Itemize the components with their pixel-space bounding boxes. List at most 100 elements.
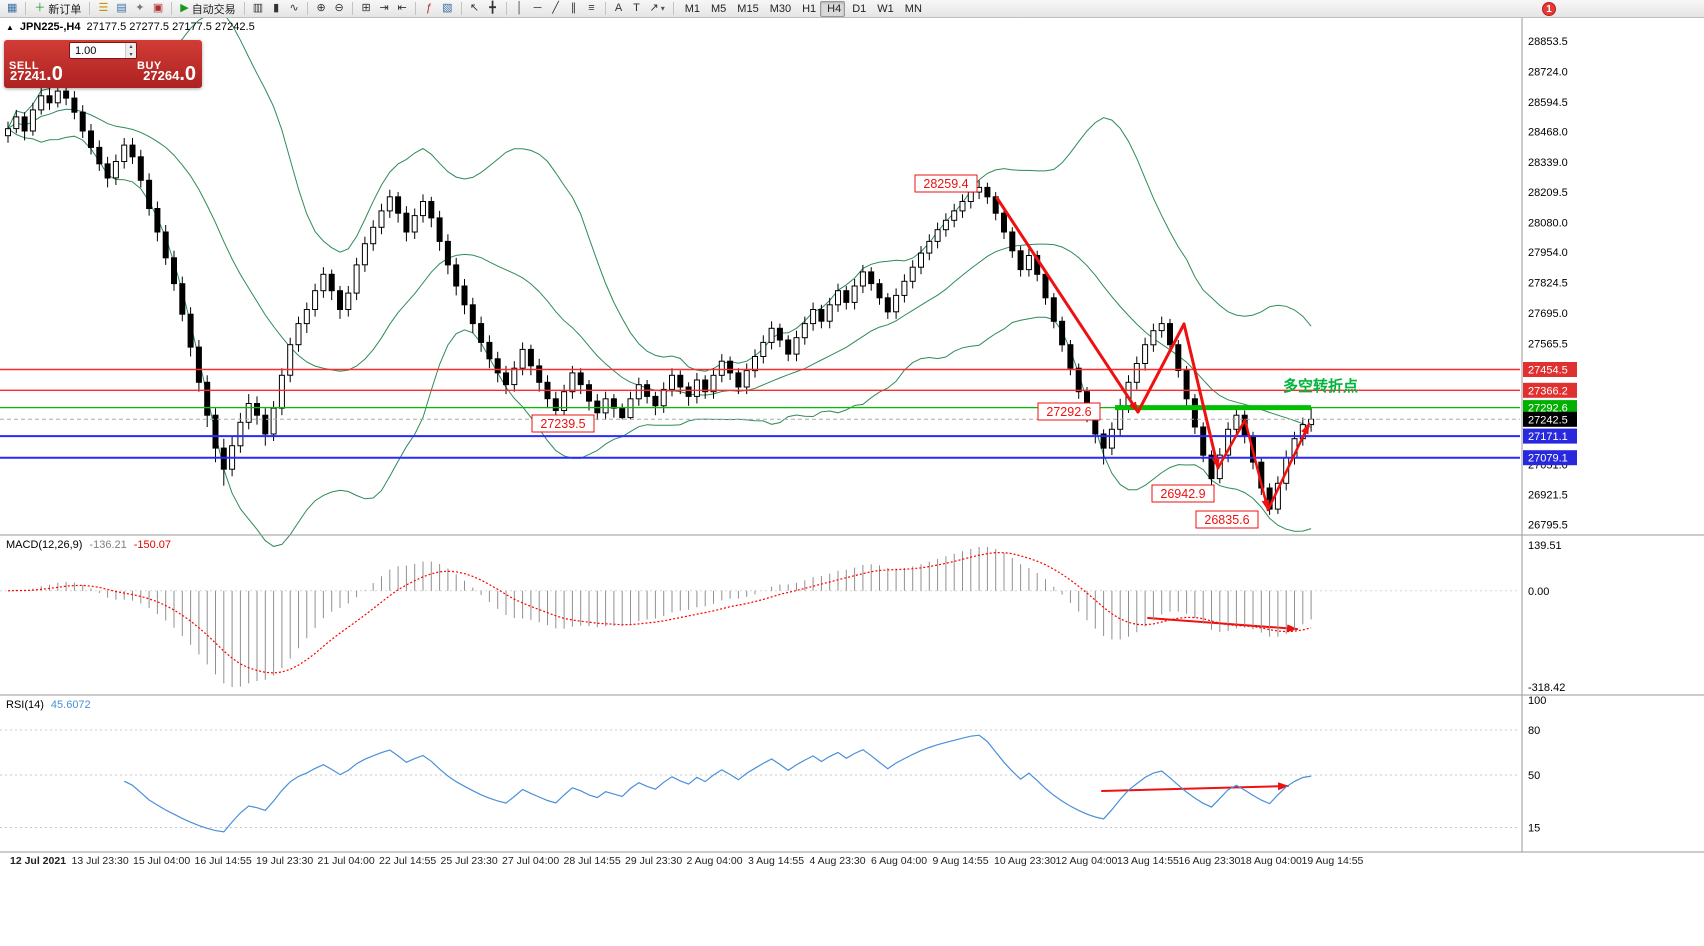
- toolbar-separator: [352, 2, 354, 15]
- horizontal-lines[interactable]: [0, 368, 1520, 459]
- text-label-icon: T: [633, 2, 640, 14]
- macd-value-signal: -150.07: [133, 539, 172, 551]
- new-chart-button[interactable]: ▦: [3, 1, 21, 17]
- cursor-button[interactable]: ↖: [466, 1, 484, 17]
- candlestick-chart-icon: ▮: [273, 2, 280, 14]
- toolbar-separator: [672, 2, 674, 15]
- vertical-line-button[interactable]: │: [511, 1, 529, 17]
- auto-scroll-button[interactable]: ⇥: [375, 1, 393, 17]
- data-window-button[interactable]: ▤: [112, 1, 130, 17]
- volume-increase-button[interactable]: ▴: [126, 43, 136, 51]
- timeframe-m5-button[interactable]: M5: [704, 1, 730, 17]
- svg-text:13 Aug 14:55: 13 Aug 14:55: [1117, 855, 1179, 867]
- sell-label: SELL: [9, 59, 40, 72]
- templates-button[interactable]: ▧: [438, 1, 456, 17]
- timeframe-h4-button[interactable]: H4: [820, 0, 846, 17]
- text-label-button[interactable]: T: [628, 1, 646, 17]
- timeframe-h1-button[interactable]: H1: [795, 1, 820, 17]
- svg-text:12 Aug 04:00: 12 Aug 04:00: [1056, 855, 1118, 867]
- timeframe-h1-label: H1: [802, 2, 817, 15]
- svg-text:28 Jul 14:55: 28 Jul 14:55: [564, 855, 621, 867]
- rsi-indicator-label: RSI(14) 45.6072: [6, 699, 91, 711]
- macd-title: MACD(12,26,9): [6, 539, 83, 551]
- svg-text:28724.0: 28724.0: [1528, 66, 1568, 78]
- arrows-tool-button[interactable]: ↗ ▾: [646, 1, 669, 17]
- navigator-button[interactable]: ✦: [131, 1, 149, 17]
- sell-price: 27241.0: [10, 63, 63, 85]
- zoom-in-button[interactable]: ⊕: [312, 1, 330, 17]
- svg-text:27292.6: 27292.6: [1528, 403, 1568, 415]
- new-order-icon: ＋: [34, 2, 46, 14]
- market-watch-button[interactable]: ☰: [94, 1, 112, 17]
- tile-windows-button[interactable]: ⊞: [357, 1, 375, 17]
- fibonacci-icon: ≡: [588, 2, 595, 14]
- candlestick-chart-button[interactable]: ▮: [267, 1, 285, 17]
- crosshair-button[interactable]: ╋: [484, 1, 502, 17]
- channel-button[interactable]: ∥: [565, 1, 583, 17]
- svg-text:4 Aug 23:30: 4 Aug 23:30: [810, 855, 866, 867]
- notification-badge[interactable]: 1: [1542, 2, 1556, 16]
- rsi-value: 45.6072: [50, 699, 91, 711]
- toolbar-separator: [460, 2, 462, 15]
- svg-text:2 Aug 04:00: 2 Aug 04:00: [687, 855, 743, 867]
- toolbar-items: ▦ ＋新订单 ☰ ▤ ✦ ▣ ▶ 自动交易 ▥ ▮ ∿ ⊕ ⊖ ⊞ ⇥ ⇤ ƒ ▧ ↖ ╋ │ ─ ╱ ∥ ≡ A T ↗ ▾ M1 M5 M…: [3, 0, 926, 17]
- horizontal-line-button[interactable]: ─: [529, 1, 547, 17]
- zoom-out-button[interactable]: ⊖: [330, 1, 348, 17]
- trend-arrows[interactable]: [995, 196, 1311, 792]
- text-button[interactable]: A: [610, 1, 628, 17]
- svg-text:29 Jul 23:30: 29 Jul 23:30: [625, 855, 682, 867]
- fibonacci-button[interactable]: ≡: [583, 1, 601, 17]
- svg-text:16 Jul 14:55: 16 Jul 14:55: [195, 855, 252, 867]
- turning-point-annotation[interactable]: 多空转折点: [1283, 378, 1359, 395]
- svg-text:100: 100: [1528, 695, 1546, 707]
- svg-text:27695.0: 27695.0: [1528, 308, 1568, 320]
- chart-shift-button[interactable]: ⇤: [393, 1, 411, 17]
- line-chart-icon: ∿: [289, 2, 299, 14]
- timeframe-d1-button[interactable]: D1: [845, 1, 870, 17]
- panel-separators[interactable]: [0, 534, 1704, 853]
- channel-icon: ∥: [570, 2, 577, 14]
- indicators-button[interactable]: ƒ: [420, 1, 438, 17]
- timeframe-m15-button[interactable]: M15: [730, 1, 762, 17]
- sell-button[interactable]: SELL 27241.0: [4, 40, 74, 88]
- timeframe-mn-button[interactable]: MN: [898, 1, 926, 17]
- buy-price: 27264.0: [143, 63, 196, 85]
- line-chart-button[interactable]: ∿: [285, 1, 303, 17]
- buy-button[interactable]: BUY 27264.0: [132, 40, 202, 88]
- svg-text:3 Aug 14:55: 3 Aug 14:55: [748, 855, 804, 867]
- svg-text:0.00: 0.00: [1528, 586, 1549, 598]
- tile-windows-icon: ⊞: [361, 2, 371, 14]
- toolbar-separator: [89, 2, 91, 15]
- collapse-one-click-icon[interactable]: ▲: [6, 22, 14, 32]
- volume-input[interactable]: [70, 44, 125, 57]
- svg-text:12 Jul 2021: 12 Jul 2021: [10, 855, 66, 867]
- new-order-button[interactable]: ＋新订单: [30, 1, 85, 17]
- time-axis[interactable]: 12 Jul 2021 13 Jul 23:30 15 Jul 04:00 16 Ju…: [10, 855, 1364, 867]
- horizontal-line-icon: ─: [533, 2, 542, 14]
- svg-text:27824.5: 27824.5: [1528, 278, 1568, 290]
- price-callouts[interactable]: 28259.4 27292.6 27239.5 26942.9 26835.6: [531, 174, 1259, 529]
- toolbar-separator: [505, 2, 507, 15]
- timeframe-w1-button[interactable]: W1: [870, 1, 898, 17]
- trendline-button[interactable]: ╱: [547, 1, 565, 17]
- macd-value-main: -136.21: [89, 539, 127, 551]
- text-icon: A: [614, 2, 623, 14]
- trendline-icon: ╱: [552, 2, 559, 14]
- svg-text:26921.5: 26921.5: [1528, 490, 1568, 502]
- candles: [5, 81, 1315, 515]
- svg-text:13 Jul 23:30: 13 Jul 23:30: [72, 855, 129, 867]
- terminal-button[interactable]: ▣: [149, 1, 167, 17]
- rsi-panel: 100 80 50 15: [0, 695, 1546, 835]
- timeframe-m30-button[interactable]: M30: [763, 1, 795, 17]
- volume-decrease-button[interactable]: ▾: [126, 50, 136, 58]
- timeframe-mn-label: MN: [904, 2, 922, 15]
- svg-text:28853.5: 28853.5: [1528, 36, 1568, 48]
- timeframe-m1-button[interactable]: M1: [678, 1, 704, 17]
- timeframe-w1-label: W1: [877, 2, 894, 15]
- svg-text:27171.1: 27171.1: [1528, 431, 1568, 443]
- price-scale[interactable]: 28853.5 28724.0 28594.5 28468.0 28339.0 28209…: [1521, 18, 1577, 852]
- autotrading-button[interactable]: ▶ 自动交易: [176, 1, 239, 17]
- bar-chart-button[interactable]: ▥: [249, 1, 267, 17]
